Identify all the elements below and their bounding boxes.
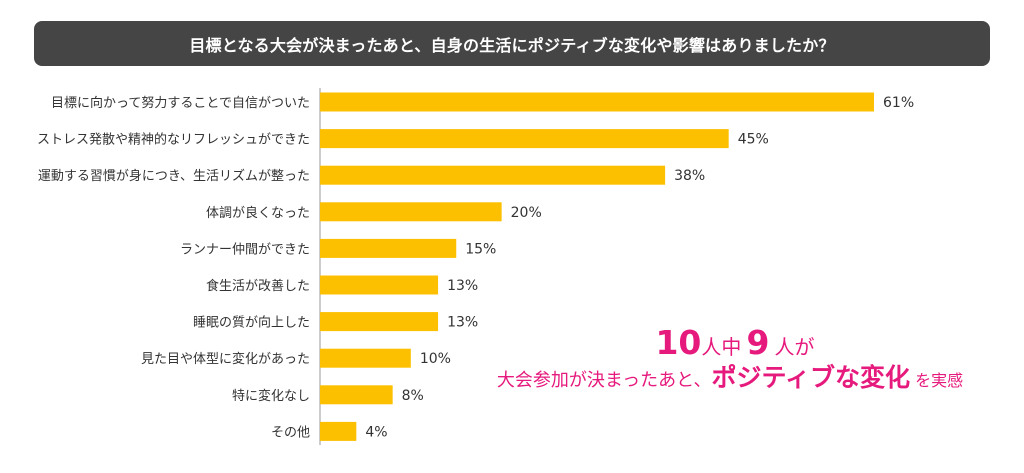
- bar-5: [320, 275, 439, 295]
- category-label-6: 睡眠の質が向上した: [193, 315, 310, 331]
- bar-4: [320, 238, 457, 258]
- category-label-3: 体調が良くなった: [206, 205, 310, 221]
- chart-title: 目標となる大会が決まったあと、自身の生活にポジティブな変化や影響はありましたか？: [189, 35, 835, 55]
- callout-emphasis: ポジティブな変化: [711, 363, 910, 392]
- callout-number-10: 10: [655, 323, 702, 362]
- bar-3: [320, 202, 502, 222]
- category-label-5: 食生活が改善した: [206, 278, 310, 294]
- bar-9: [320, 421, 357, 441]
- value-label-4: 15%: [465, 241, 496, 257]
- callout-line-1: 10人中 9 人が: [490, 326, 980, 359]
- callout-text-after-decided: 大会参加が決まったあと、: [496, 370, 712, 391]
- bar-group: 目標に向かって努力することで自信がついた 61% ストレス発散や精神的なリフレッシュ…: [37, 92, 914, 441]
- category-label-1: ストレス発散や精神的なリフレッシュができた: [37, 132, 310, 148]
- value-label-9: 4%: [365, 424, 387, 440]
- category-label-7: 見た目や体型に変化があった: [141, 351, 310, 367]
- callout-line-2: 大会参加が決まったあと、ポジティブな変化 を実感: [480, 365, 980, 390]
- value-label-0: 61%: [883, 95, 914, 111]
- value-label-8: 8%: [402, 388, 424, 404]
- bar-7: [320, 348, 411, 368]
- category-label-8: 特に変化なし: [232, 388, 310, 404]
- value-label-7: 10%: [420, 351, 451, 367]
- category-label-2: 運動する習慣が身につき、生活リズムが整った: [38, 168, 310, 184]
- value-label-5: 13%: [447, 278, 478, 294]
- bar-8: [320, 385, 393, 405]
- value-label-1: 45%: [738, 132, 769, 148]
- callout-text-people-among: 人中: [701, 335, 742, 359]
- value-label-2: 38%: [674, 168, 705, 184]
- callout-number-9: 9: [746, 323, 770, 362]
- value-label-3: 20%: [511, 205, 542, 221]
- category-label-9: その他: [271, 425, 310, 440]
- callout-text-realized: を実感: [915, 371, 964, 390]
- value-label-6: 13%: [447, 315, 478, 331]
- category-label-0: 目標に向かって努力することで自信がついた: [51, 95, 310, 111]
- bar-1: [320, 129, 729, 149]
- callout-text: 10人中 9 人が 大会参加が決まったあと、ポジティブな変化 を実感: [480, 326, 980, 390]
- bar-6: [320, 312, 439, 332]
- callout-text-people: 人が: [774, 335, 815, 359]
- chart-title-bar: 目標となる大会が決まったあと、自身の生活にポジティブな変化や影響はありましたか？: [34, 21, 990, 66]
- bar-0: [320, 92, 874, 112]
- bar-2: [320, 165, 666, 185]
- category-label-4: ランナー仲間ができた: [180, 242, 310, 257]
